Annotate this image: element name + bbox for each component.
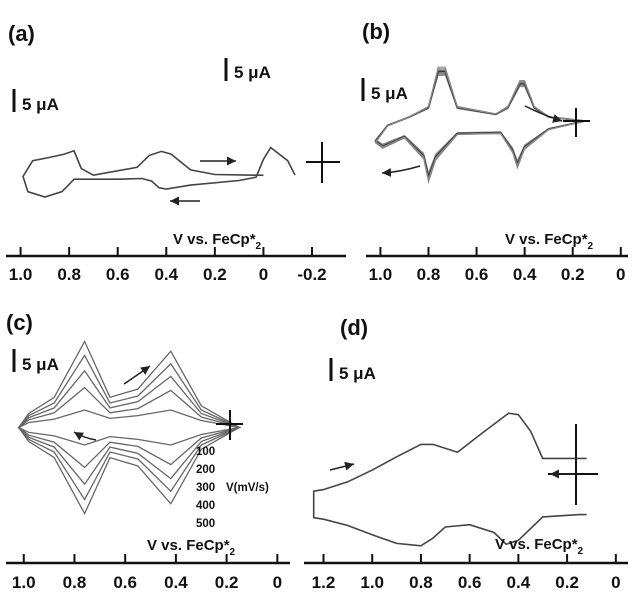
x-tick-label: 0.8 [63, 573, 87, 592]
panel-c-x-axis-title: V vs. FeCp*2 [147, 537, 236, 558]
x-tick-label: 1.0 [360, 573, 384, 592]
panel-c-cv-curve-500 [17, 339, 241, 516]
x-tick-label: 0.8 [417, 265, 441, 284]
x-tick-label: 0 [616, 265, 625, 284]
x-tick-label: -0.2 [297, 265, 326, 284]
panel-c-scan-arrow-reverse [73, 431, 97, 441]
x-tick-label: 1.0 [369, 265, 393, 284]
panel-c-legend: 100 200 300 400 500 V(mV/s) [196, 446, 269, 530]
panel-a-scale-label-2: 5 μA [234, 63, 271, 82]
panel-b-cv-scan [374, 66, 585, 184]
x-tick-label: 0.2 [215, 573, 239, 592]
panel-c-plot [17, 339, 242, 516]
panel-c-scale-label: 5 μA [22, 355, 59, 374]
panel-b-x-ticks: 1.0 0.8 0.6 0.4 0.2 0 [369, 247, 626, 284]
panel-c-legend-entry-1: 100 [196, 446, 215, 458]
panel-d-plot [312, 412, 598, 547]
panel-d-x-ticks: 1.2 1.0 0.8 0.6 0.4 0.2 0 [312, 554, 621, 592]
panel-c-legend-entry-2: 200 [196, 464, 215, 476]
panel-c-legend-title: V(mV/s) [226, 482, 269, 494]
panel-a-label: (a) [8, 21, 35, 46]
panel-a-scale-label-1: 5 μA [22, 95, 59, 114]
x-tick-label: 0.4 [164, 573, 188, 592]
x-tick-label: 1.0 [12, 573, 36, 592]
panel-a-x-axis-title: V vs. FeCp*2 [173, 231, 262, 252]
panel-a-cv-curve [22, 146, 296, 198]
panel-d-scale-label: 5 μA [339, 364, 376, 383]
x-tick-label: 0.2 [203, 265, 227, 284]
panel-c-cv-curve-400 [17, 354, 241, 501]
panel-b-x-axis-title: V vs. FeCp*2 [505, 231, 594, 252]
panel-d-label: (d) [340, 315, 368, 340]
panel-b-plot [374, 66, 585, 184]
panel-b-scan-arrow-forward [524, 105, 563, 123]
x-tick-label: 1.0 [9, 265, 33, 284]
panel-a-plot [22, 142, 340, 206]
x-tick-label: 0.8 [409, 573, 433, 592]
x-tick-label: 0.4 [154, 265, 178, 284]
panel-a: (a) 5 μA 5 μA V vs. FeCp*2 1.0 0.8 0.6 0.4 0… [6, 21, 346, 284]
x-tick-label: 0.6 [465, 265, 489, 284]
x-tick-label: 0.4 [507, 573, 531, 592]
panel-d-cv-curve [312, 412, 587, 547]
x-tick-label: 0.6 [458, 573, 482, 592]
panel-c: (c) 5 μA 100 200 300 400 500 V(mV/s) V v… [6, 310, 290, 592]
panel-c-legend-entry-3: 300 [196, 482, 215, 494]
panel-b: (b) 5 μA V vs. FeCp*2 1.0 0.8 0.6 0.4 0.2 0 [361, 19, 628, 284]
x-tick-label: 0 [259, 265, 268, 284]
panel-d-x-axis-title: V vs. FeCp*2 [495, 536, 584, 557]
panel-c-scan-arrow-forward [123, 365, 151, 385]
panel-d: (d) 5 μA V vs. FeCp*2 1.2 1.0 0.8 0.6 0.4 0.2… [304, 315, 628, 592]
x-tick-label: 0.2 [555, 573, 579, 592]
panel-c-label: (c) [6, 310, 33, 335]
panel-c-x-ticks: 1.0 0.8 0.6 0.4 0.2 0 [12, 554, 282, 592]
panel-c-legend-entry-5: 500 [196, 518, 215, 530]
x-tick-label: 0.2 [561, 265, 585, 284]
panel-b-scale-label: 5 μA [371, 84, 408, 103]
x-tick-label: 0 [611, 573, 620, 592]
x-tick-label: 0.4 [513, 265, 537, 284]
x-tick-label: 0.6 [106, 265, 130, 284]
panel-d-scan-arrow-forward [329, 461, 355, 471]
panel-c-legend-entry-4: 400 [196, 500, 215, 512]
panel-b-label: (b) [362, 19, 390, 44]
x-tick-label: 0 [273, 573, 282, 592]
x-tick-label: 1.2 [312, 573, 336, 592]
panel-a-x-ticks: 1.0 0.8 0.6 0.4 0.2 0 -0.2 [9, 247, 327, 284]
x-tick-label: 0.6 [113, 573, 137, 592]
panel-b-scan-arrow-reverse [381, 165, 421, 177]
x-tick-label: 0.8 [57, 265, 81, 284]
